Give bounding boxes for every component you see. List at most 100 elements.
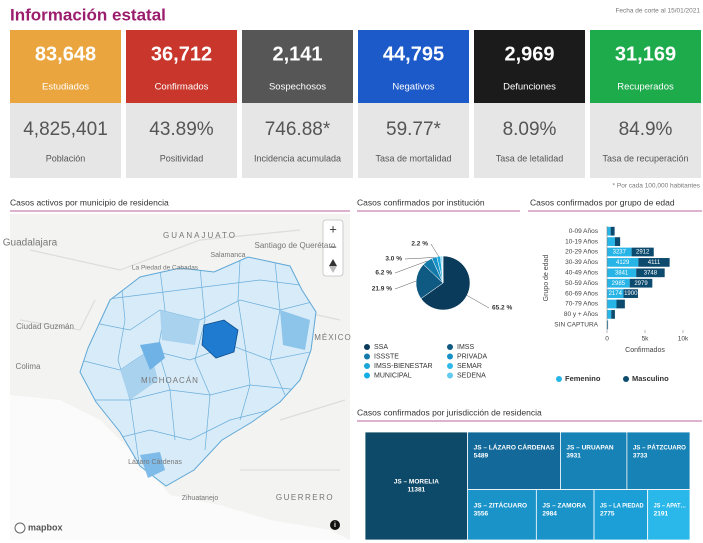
legend-label[interactable]: SEMAR [457,363,482,370]
kpi-card[interactable] [126,30,237,103]
map-label: La Piedad de Cabadas [132,265,199,272]
attribution[interactable]: mapbox [28,522,63,532]
treemap-cell[interactable] [647,489,691,541]
data-label: 3748 [644,270,658,276]
kpi-label: Negativos [392,82,434,93]
section-title: Casos confirmados por jurisdicción de re… [357,407,542,417]
kpi-card[interactable] [242,30,353,103]
map-label: Ciudad Guzmán [16,322,74,331]
section-title: Casos confirmados por institución [357,197,485,207]
treemap-cell[interactable] [626,431,691,491]
cell-value: 5489 [474,453,489,460]
data-label: 3841 [615,270,629,276]
stat-label: Positividad [160,153,204,163]
data-label: 4129 [616,260,630,266]
bar-segment[interactable] [616,299,625,309]
bar-segment[interactable] [636,268,665,278]
bar-segment[interactable] [607,320,608,330]
bar-segment[interactable] [607,237,615,246]
map-label: Salamanca [210,252,245,259]
treemap-cell[interactable] [467,431,561,491]
kpi-card[interactable] [358,30,469,103]
bar-segment[interactable] [607,278,630,288]
map-label: Colima [16,362,41,371]
kpi-label: Defunciones [503,82,556,93]
legend-label[interactable]: Masculino [632,374,669,383]
kpi-value: 31,169 [615,43,676,65]
bar-segment[interactable] [631,247,654,257]
y-tick-label: 10-19 Años [565,238,599,245]
data-label: 1900 [624,291,638,297]
compass[interactable] [329,266,337,273]
cell-value: 3931 [566,453,581,460]
kpi-card[interactable] [10,30,121,103]
cell-label: JS – APAT… [654,502,686,509]
bar-segment[interactable] [614,237,621,246]
pie-slice[interactable] [415,264,444,299]
municipality [160,310,200,345]
treemap-cell[interactable] [593,489,649,541]
kpi-label: Sospechosos [269,82,326,93]
kpi-card[interactable] [474,30,585,103]
bar-segment[interactable] [607,268,637,278]
legend-label[interactable]: MUNICIPAL [374,372,412,379]
stat-label: Tasa de letalidad [496,153,564,163]
legend-label[interactable]: IMSS-BIENESTAR [374,363,433,370]
zoom-in[interactable]: + [329,221,337,236]
zoom-out[interactable]: − [329,239,337,254]
bar-segment[interactable] [607,299,617,309]
map[interactable]: + − i mapbox [10,214,350,540]
legend-swatch [364,344,370,350]
y-tick-label: 30-39 Años [565,259,599,266]
leader-line [466,295,490,309]
kpi-label: Recuperados [617,82,674,93]
legend-swatch [447,372,453,379]
bar-segment[interactable] [607,247,632,257]
bar-segment[interactable] [607,258,639,267]
x-tick-label: 5k [642,336,650,343]
stat-label: Población [46,153,86,163]
bar-segment[interactable] [607,289,624,298]
cell-label: JS – ZAMORA [542,502,586,509]
stat-label: Incidencia acumulada [254,153,341,163]
cell-label: JS – LA PIEDAD [600,502,644,509]
bar-segment[interactable] [607,226,611,236]
treemap-cell[interactable] [560,431,628,491]
pie-slice[interactable] [442,255,444,284]
legend-label[interactable]: ISSSTE [374,353,399,360]
info-icon[interactable] [330,520,340,530]
y-tick-label: 80 y + Años [564,311,599,318]
page-title: Información estatal [10,5,166,24]
y-tick-label: 40-49 Años [565,270,599,277]
municipality [280,310,310,350]
data-label: 2979 [634,281,648,287]
compass[interactable] [329,259,337,266]
bar-segment[interactable] [611,310,615,319]
bar-segment[interactable] [610,226,615,236]
legend-label[interactable]: IMSS [457,344,474,351]
legend-label[interactable]: Femenino [565,374,601,383]
stat-value: 43.89% [149,119,214,140]
treemap-cell[interactable] [364,431,469,541]
legend-label[interactable]: SSA [374,344,388,351]
x-tick-label: 10k [678,336,689,343]
kpi-value: 83,648 [35,43,96,65]
leader-line [430,243,439,257]
y-axis-title: Grupo de edad [543,255,550,302]
legend-swatch [447,353,453,360]
stat-card [590,103,701,178]
bar-segment[interactable] [638,258,670,267]
legend-label[interactable]: PRIVADA [457,353,488,360]
bar-segment[interactable] [629,278,653,288]
bar-segment[interactable] [623,289,638,298]
cell-label: JS – LÁZARO CÁRDENAS [474,443,556,452]
info-icon-glyph: i [334,522,336,529]
treemap-cell[interactable] [467,489,537,541]
y-tick-label: 20-29 Años [565,249,599,256]
mapbox-logo [14,522,26,534]
data-label: 3237 [613,250,627,256]
kpi-card[interactable] [590,30,701,103]
legend-label[interactable]: SEDENA [457,372,486,379]
bar-segment[interactable] [607,310,612,319]
